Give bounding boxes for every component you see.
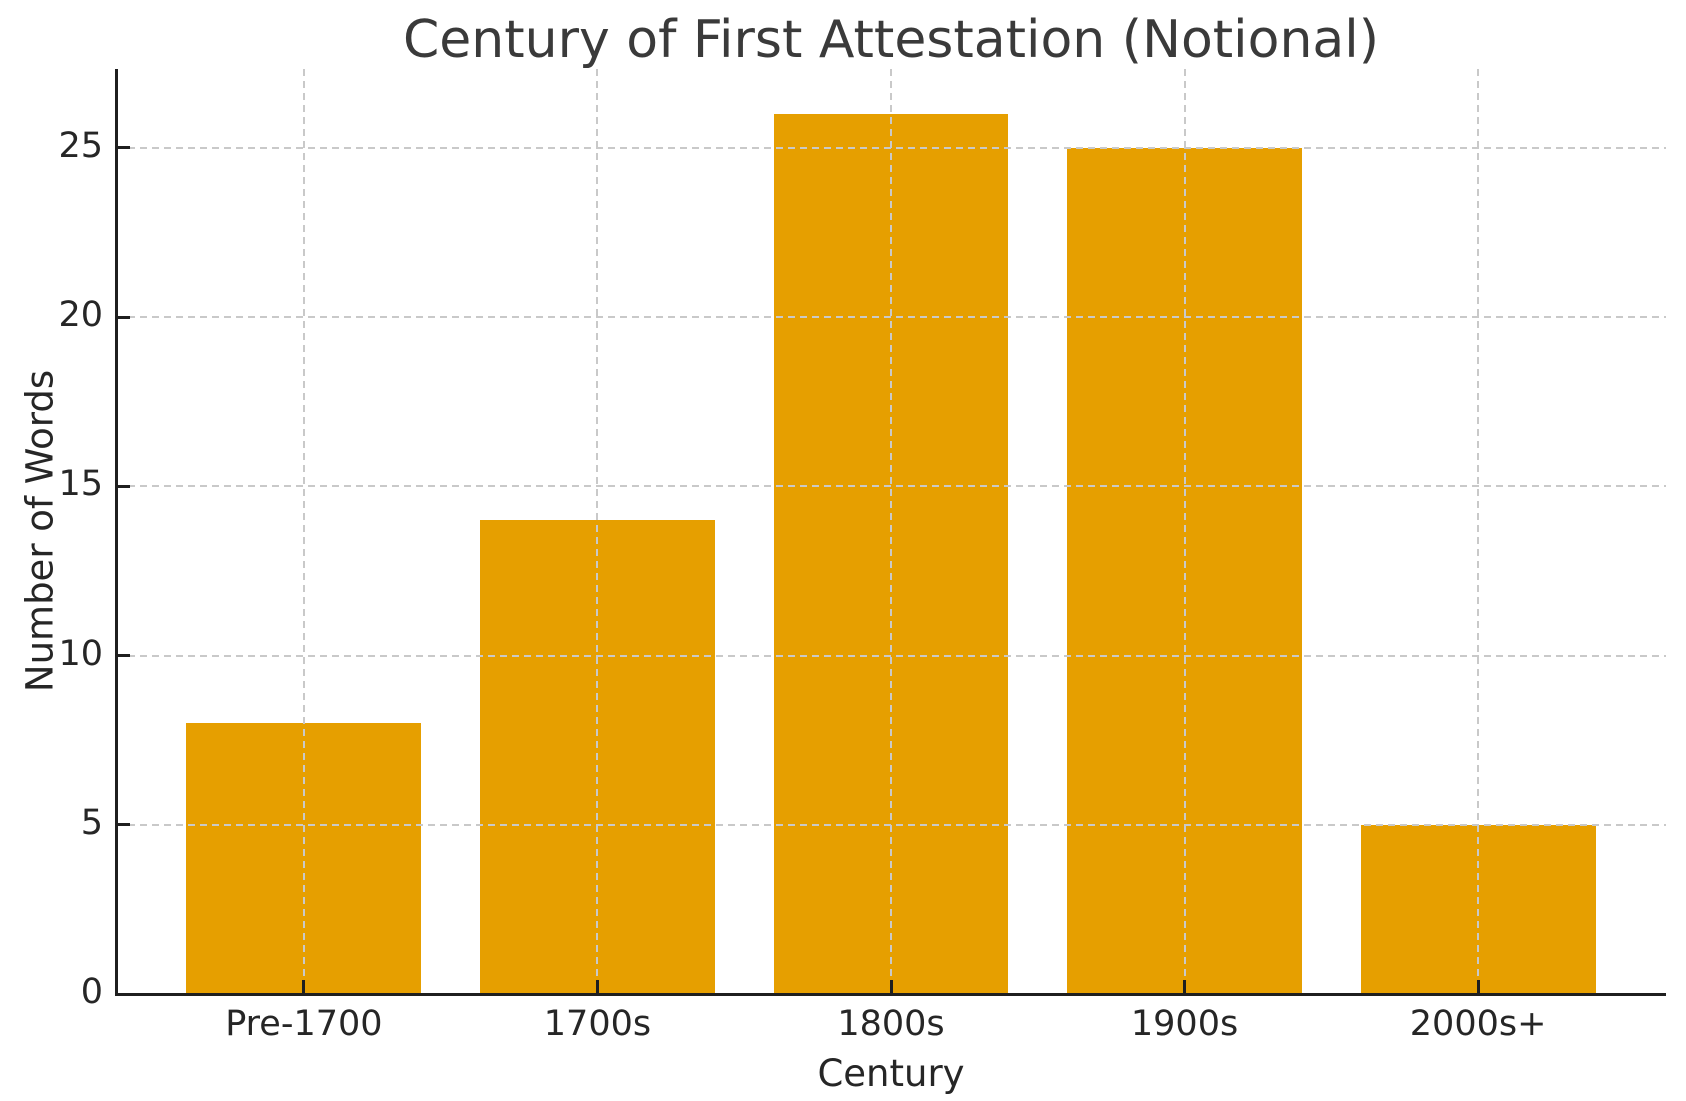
y-tick-5 (116, 823, 130, 827)
x-tick-1900s (1183, 980, 1187, 994)
x-tick-label-1800s: 1800s (837, 1004, 945, 1044)
v-gridline-Pre-1700 (302, 69, 305, 994)
left-axis-spine (114, 69, 118, 996)
y-tick-25 (116, 146, 130, 150)
v-gridline-1800s (890, 69, 892, 994)
x-tick-Pre-1700 (302, 980, 306, 994)
y-tick-20 (116, 315, 130, 319)
y-tick-label-0: 0 (80, 972, 103, 1012)
v-gridline-2000s+ (1477, 69, 1480, 994)
x-tick-label-Pre-1700: Pre-1700 (225, 1004, 383, 1044)
x-tick-2000s+ (1476, 980, 1480, 994)
y-tick-label-25: 25 (58, 125, 103, 166)
x-tick-1800s (889, 980, 893, 994)
y-tick-label-15: 15 (58, 464, 103, 505)
y-tick-label-10: 10 (58, 633, 103, 674)
x-axis-label: Century (817, 1052, 965, 1095)
y-tick-label-5: 5 (80, 802, 103, 843)
y-tick-10 (116, 654, 130, 658)
y-tick-label-20: 20 (58, 295, 103, 336)
x-tick-label-2000s+: 2000s+ (1409, 1004, 1547, 1044)
chart-title: Century of First Attestation (Notional) (402, 10, 1379, 70)
y-tick-15 (116, 484, 130, 488)
x-tick-1700s (595, 980, 599, 994)
v-gridline-1700s (596, 69, 599, 994)
x-tick-label-1700s: 1700s (543, 1004, 652, 1044)
x-tick-label-1900s: 1900s (1130, 1004, 1239, 1044)
v-gridline-1900s (1183, 69, 1186, 994)
bottom-axis-spine (114, 992, 1666, 996)
